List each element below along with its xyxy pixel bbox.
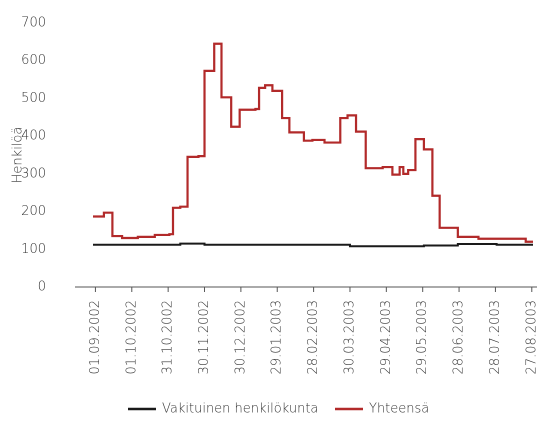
x-tick-label: 01.10.2002 xyxy=(124,300,139,374)
legend-label: Vakituinen henkilökunta xyxy=(162,402,318,417)
y-tick-label: 100 xyxy=(21,242,46,257)
y-tick-label: 400 xyxy=(21,129,46,144)
series-line xyxy=(93,42,533,243)
y-tick-label: 700 xyxy=(21,16,46,31)
y-tick-label: 300 xyxy=(21,166,46,181)
y-tick-label: 0 xyxy=(38,280,46,295)
x-tick-label: 30.03.2003 xyxy=(342,300,357,374)
legend-label: Yhteensä xyxy=(369,402,429,417)
x-tick-label: 28.07.2003 xyxy=(488,300,503,374)
x-tick-label: 28.02.2003 xyxy=(306,300,321,374)
x-tick-label: 30.11.2002 xyxy=(197,300,212,374)
y-axis-label: Henkilöä xyxy=(11,127,26,184)
x-tick-label: 27.08.2003 xyxy=(524,300,539,374)
y-tick-label: 500 xyxy=(21,91,46,106)
x-tick-label: 29.04.2003 xyxy=(379,300,394,374)
x-tick-label: 31.10.2002 xyxy=(161,300,176,374)
x-tick-label: 29.05.2003 xyxy=(415,300,430,374)
series-line xyxy=(93,242,533,248)
x-tick-label: 29.01.2003 xyxy=(270,300,285,374)
y-tick-label: 600 xyxy=(21,53,46,68)
x-tick-label: 01.09.2002 xyxy=(88,300,103,374)
x-tick-label: 28.06.2003 xyxy=(452,300,467,374)
y-tick-label: 200 xyxy=(21,204,46,219)
x-tick-label: 30.12.2002 xyxy=(233,300,248,374)
